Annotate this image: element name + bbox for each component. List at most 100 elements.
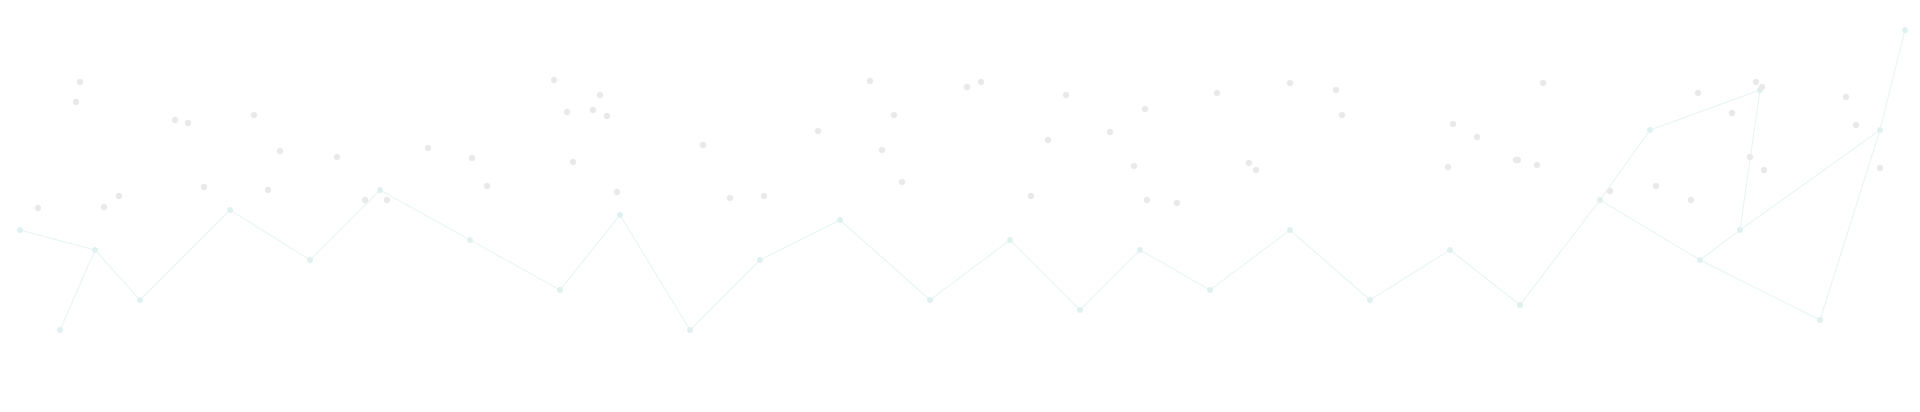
- pin-head: [250, 111, 258, 119]
- decorative-pin: [878, 146, 886, 412]
- decorative-pin: [963, 83, 971, 412]
- decorative-pin: [100, 203, 108, 412]
- decorative-pin: [1027, 192, 1035, 412]
- pin-head: [276, 147, 284, 155]
- decorative-pin: [1286, 79, 1294, 412]
- network-node: [137, 297, 143, 303]
- pin-head: [361, 196, 369, 204]
- network-node: [17, 227, 23, 233]
- network-node: [1737, 227, 1743, 233]
- decorative-pin: [72, 98, 80, 412]
- decorative-pin: [1130, 162, 1138, 412]
- pin-head: [977, 78, 985, 86]
- decorative-pin: [1842, 93, 1850, 412]
- network-link: [139, 209, 231, 301]
- pin-head: [1746, 153, 1754, 161]
- pin-head: [184, 119, 192, 127]
- decorative-pin: [424, 144, 432, 412]
- pin-head: [1062, 91, 1070, 99]
- network-node: [1817, 317, 1823, 323]
- pin-head: [603, 112, 611, 120]
- network-node: [687, 327, 693, 333]
- pin-head: [550, 76, 558, 84]
- decorative-pin: [1687, 196, 1695, 412]
- decorative-pin: [563, 108, 571, 412]
- network-link: [839, 219, 931, 301]
- decorative-pin: [1332, 86, 1340, 412]
- pin-head: [963, 83, 971, 91]
- network-node: [1877, 127, 1883, 133]
- decorative-pin: [603, 112, 611, 412]
- network-link: [1519, 199, 1601, 306]
- pin-head: [1694, 89, 1702, 97]
- network-link: [1649, 89, 1761, 131]
- decorative-pin: [550, 76, 558, 412]
- decorative-pin: [866, 77, 874, 412]
- pin-head: [898, 178, 906, 186]
- decorative-pin: [1062, 91, 1070, 412]
- network-link: [1599, 199, 1701, 261]
- network-node: [1902, 27, 1908, 33]
- pin-head: [890, 111, 898, 119]
- network-node: [1367, 297, 1373, 303]
- decorative-pin: [1143, 196, 1151, 412]
- pin-head: [596, 91, 604, 99]
- pin-head: [866, 77, 874, 85]
- decorative-pin: [1694, 89, 1702, 412]
- pin-head: [383, 196, 391, 204]
- decorative-pin: [726, 194, 734, 412]
- decorative-pin: [34, 204, 42, 412]
- pin-head: [1044, 136, 1052, 144]
- pin-head: [726, 194, 734, 202]
- decorative-pin: [264, 186, 272, 412]
- pin-head: [1514, 156, 1522, 164]
- network-node: [1137, 247, 1143, 253]
- pin-head: [1728, 109, 1736, 117]
- decorative-pin: [184, 119, 192, 412]
- decorative-pin: [1449, 120, 1457, 412]
- network-node: [92, 247, 98, 253]
- pin-head: [589, 106, 597, 114]
- decorative-pin: [1252, 166, 1260, 412]
- pin-head: [569, 158, 577, 166]
- network-link: [229, 209, 311, 261]
- network-link: [1699, 259, 1821, 321]
- decorative-pin: [569, 158, 577, 412]
- pin-head: [333, 153, 341, 161]
- decorative-pin: [1746, 153, 1754, 412]
- network-link: [1289, 229, 1371, 301]
- decorative-pin: [383, 196, 391, 412]
- decorative-pin: [760, 192, 768, 412]
- decorative-pin: [76, 78, 84, 412]
- pin-head: [1606, 187, 1614, 195]
- pin-head: [1141, 105, 1149, 113]
- pin-head: [1533, 161, 1541, 169]
- decorative-pin: [1141, 105, 1149, 412]
- decorative-pin: [333, 153, 341, 412]
- decorative-pin: [1245, 159, 1253, 412]
- pin-head: [1876, 164, 1884, 172]
- pin-head: [1758, 83, 1766, 91]
- decorative-pin: [1173, 199, 1181, 412]
- pin-head: [424, 144, 432, 152]
- network-link: [469, 239, 561, 291]
- decorative-pin: [1728, 109, 1736, 412]
- network-node: [307, 257, 313, 263]
- network-link: [759, 219, 841, 261]
- network-link: [19, 229, 96, 251]
- network-link: [1369, 249, 1451, 301]
- network-link: [309, 189, 381, 261]
- pin-head: [34, 204, 42, 212]
- pin-head: [613, 188, 621, 196]
- decorative-pin: [699, 141, 707, 412]
- decorative-pin: [890, 111, 898, 412]
- decorative-pin: [171, 116, 179, 412]
- network-link: [559, 214, 621, 291]
- decorative-pin: [1106, 128, 1114, 412]
- pin-head: [699, 141, 707, 149]
- decorative-pin: [1473, 133, 1481, 412]
- pin-head: [814, 127, 822, 135]
- pin-head: [100, 203, 108, 211]
